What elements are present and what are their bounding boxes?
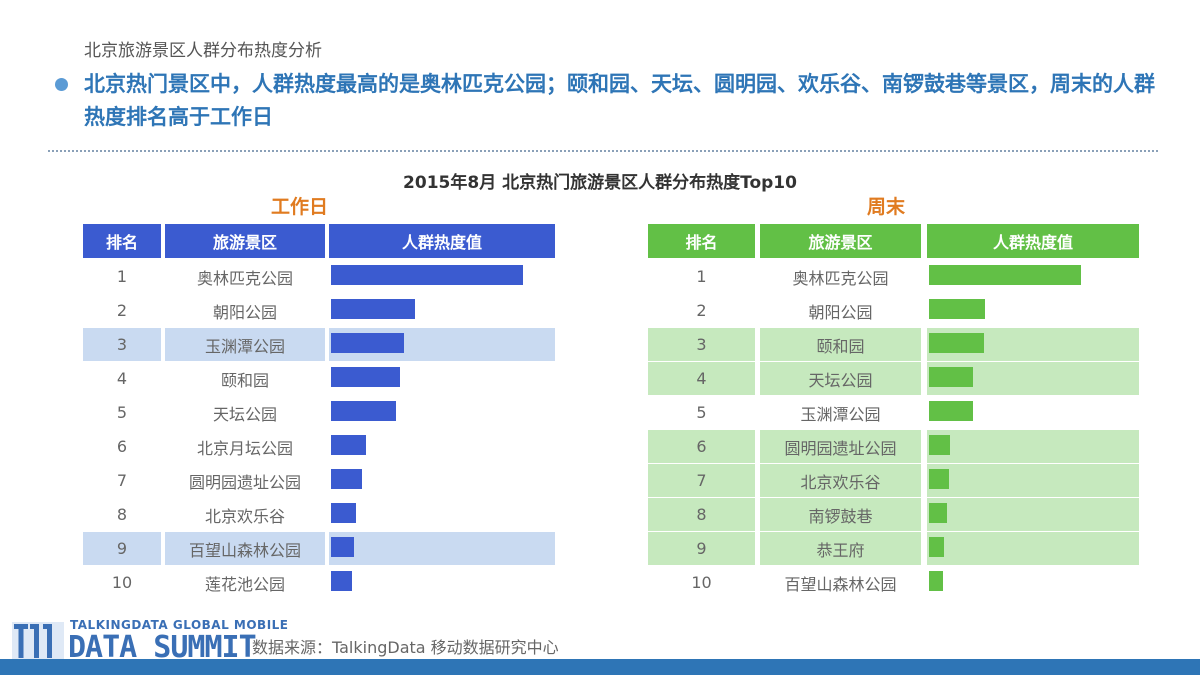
logo: TALKINGDATA GLOBAL MOBILE DATA SUMMIT xyxy=(12,618,288,665)
rank-cell: 1 xyxy=(116,267,128,286)
rank-cell: 8 xyxy=(648,498,755,531)
table-header-attraction: 旅游景区 xyxy=(760,224,921,258)
heat-bar xyxy=(929,299,985,319)
bar-cell xyxy=(927,532,1139,565)
attraction-cell: 奥林匹克公园 xyxy=(196,268,293,288)
footer-bar xyxy=(0,659,1200,675)
heat-bar xyxy=(331,537,354,557)
attraction-cell: 玉渊潭公园 xyxy=(165,328,325,361)
panel-label-weekend: 周末 xyxy=(867,196,906,218)
attraction-cell: 南锣鼓巷 xyxy=(760,498,921,531)
rank-cell: 10 xyxy=(111,573,133,592)
bar-cell xyxy=(329,498,555,531)
weekday-table: 排名 旅游景区 人群热度值 1 奥林匹克公园 2 朝阳公园 3 玉渊潭公园 4 颐和园 5 天坛公园 6 北… xyxy=(83,224,555,600)
table-header-rank: 排名 xyxy=(83,224,161,258)
rank-cell: 10 xyxy=(691,573,712,592)
logo-top-text: TALKINGDATA GLOBAL MOBILE xyxy=(70,618,289,632)
heat-bar xyxy=(331,299,415,319)
attraction-cell: 百望山森林公园 xyxy=(165,532,325,565)
attraction-cell: 天坛公园 xyxy=(760,362,921,395)
heat-bar xyxy=(331,265,523,285)
rank-cell: 5 xyxy=(696,403,707,422)
t11-badge-icon xyxy=(12,622,64,662)
rank-cell: 7 xyxy=(116,471,128,490)
attraction-cell: 百望山森林公园 xyxy=(784,574,897,594)
attraction-cell: 颐和园 xyxy=(760,328,921,361)
rank-cell: 5 xyxy=(116,403,128,422)
rank-cell: 4 xyxy=(648,362,755,395)
heat-bar xyxy=(929,333,984,353)
heat-bar xyxy=(331,333,404,353)
attraction-cell: 莲花池公园 xyxy=(204,574,285,594)
rank-cell: 1 xyxy=(696,267,707,286)
attraction-cell: 奥林匹克公园 xyxy=(792,268,889,288)
dotted-divider xyxy=(48,150,1158,152)
heat-bar xyxy=(331,435,366,455)
heat-bar xyxy=(929,469,949,489)
heat-bar xyxy=(929,435,950,455)
attraction-cell: 天坛公园 xyxy=(212,404,277,424)
attraction-cell: 恭王府 xyxy=(760,532,921,565)
heat-bar xyxy=(929,265,1081,285)
bar-cell xyxy=(329,566,555,599)
table-header-heat-value: 人群热度值 xyxy=(329,224,555,258)
data-source: 数据来源：TalkingData 移动数据研究中心 xyxy=(252,638,559,657)
rank-cell: 6 xyxy=(648,430,755,463)
heat-bar xyxy=(929,503,947,523)
heat-bar xyxy=(929,367,973,387)
attraction-cell: 圆明园遗址公园 xyxy=(760,430,921,463)
subtitle: 北京旅游景区人群分布热度分析 xyxy=(84,41,322,61)
attraction-cell: 北京月坛公园 xyxy=(196,438,293,458)
rank-cell: 8 xyxy=(116,505,128,524)
chart-title: 2015年8月 北京热门旅游景区人群分布热度Top10 xyxy=(403,173,797,193)
weekend-table: 排名 旅游景区 人群热度值 1 奥林匹克公园 2 朝阳公园 3 颐和园 4 天坛公园 5 玉渊潭公园 6 圆… xyxy=(648,224,1139,600)
heat-bar xyxy=(929,401,973,421)
rank-cell: 6 xyxy=(116,437,128,456)
attraction-cell: 玉渊潭公园 xyxy=(800,404,881,424)
rank-cell: 4 xyxy=(116,369,128,388)
heat-bar xyxy=(331,571,352,591)
heat-bar xyxy=(929,571,943,591)
bullet-dot xyxy=(55,78,68,91)
heat-bar xyxy=(331,401,396,421)
attraction-cell: 北京欢乐谷 xyxy=(760,464,921,497)
rank-cell: 3 xyxy=(648,328,755,361)
rank-cell: 7 xyxy=(648,464,755,497)
attraction-cell: 北京欢乐谷 xyxy=(204,506,285,526)
heat-bar xyxy=(331,367,400,387)
bar-cell xyxy=(927,566,1139,599)
rank-cell: 2 xyxy=(116,301,128,320)
rank-cell: 2 xyxy=(696,301,707,320)
panel-label-weekday: 工作日 xyxy=(271,196,329,218)
bar-cell xyxy=(927,430,1139,463)
rank-cell: 3 xyxy=(83,328,161,361)
attraction-cell: 圆明园遗址公园 xyxy=(188,472,301,492)
heat-bar xyxy=(331,469,362,489)
heat-bar xyxy=(331,503,356,523)
bar-cell xyxy=(329,532,555,565)
table-header-heat-value: 人群热度值 xyxy=(927,224,1139,258)
table-header-rank: 排名 xyxy=(648,224,755,258)
headline: 北京热门景区中，人群热度最高的是奥林匹克公园；颐和园、天坛、圆明园、欢乐谷、南锣… xyxy=(84,72,1155,129)
bar-cell xyxy=(329,464,555,497)
heat-bar xyxy=(929,537,944,557)
bar-cell xyxy=(927,498,1139,531)
rank-cell: 9 xyxy=(83,532,161,565)
rank-cell: 9 xyxy=(648,532,755,565)
bar-cell xyxy=(927,464,1139,497)
attraction-cell: 颐和园 xyxy=(220,370,269,390)
attraction-cell: 朝阳公园 xyxy=(212,302,277,322)
attraction-cell: 朝阳公园 xyxy=(808,302,873,322)
table-header-attraction: 旅游景区 xyxy=(165,224,325,258)
